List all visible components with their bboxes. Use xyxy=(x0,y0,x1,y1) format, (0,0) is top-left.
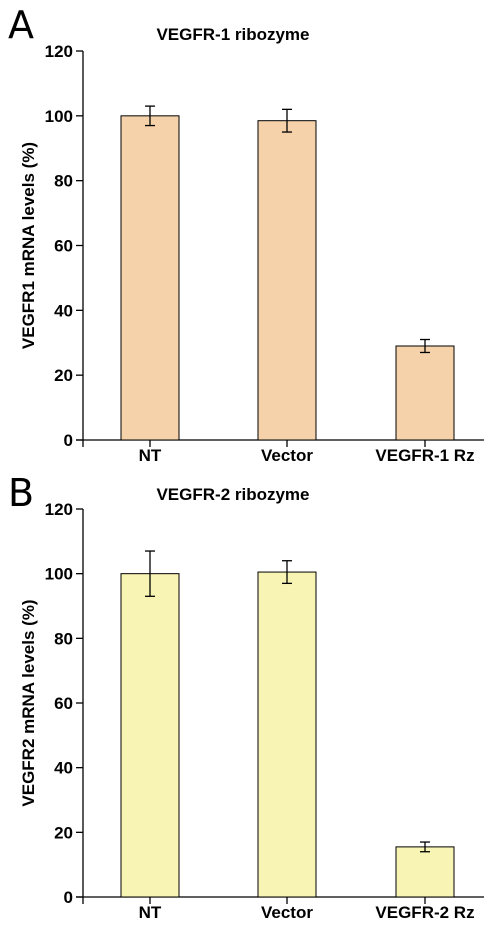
y-tick-label: 100 xyxy=(45,107,73,126)
error-bar xyxy=(282,560,292,585)
category-label: Vector xyxy=(261,903,313,922)
error-bar xyxy=(145,105,155,127)
category-label: Vector xyxy=(261,446,313,465)
category-label: VEGFR-1 Rz xyxy=(375,446,474,465)
bar-nt xyxy=(120,573,180,898)
bar-vector xyxy=(257,571,317,898)
y-axis-title: VEGFR1 mRNA levels (%) xyxy=(19,142,38,349)
error-bar xyxy=(145,550,155,597)
y-tick-label: 0 xyxy=(64,888,73,907)
y-tick-label: 80 xyxy=(54,629,73,648)
chart-panel-a: A VEGFR-1 ribozyme 0 20 40 60 80 100 120 VEGFR1 m… xyxy=(8,3,484,465)
y-tick-label: 40 xyxy=(54,759,73,778)
y-tick-label: 40 xyxy=(54,301,73,320)
bar-nt xyxy=(120,115,180,441)
bar-vegfr-1-rz xyxy=(395,345,455,441)
chart-title: VEGFR-1 ribozyme xyxy=(156,25,309,44)
y-tick-label: 20 xyxy=(54,823,73,842)
y-axis-title: VEGFR2 mRNA levels (%) xyxy=(19,599,38,806)
y-tick-label: 60 xyxy=(54,237,73,256)
y-tick-label: 80 xyxy=(54,172,73,191)
category-label: VEGFR-2 Rz xyxy=(375,903,474,922)
panel-letter: B xyxy=(8,471,34,515)
bar-vector xyxy=(257,120,317,441)
chart-title: VEGFR-2 ribozyme xyxy=(156,485,309,504)
error-bar xyxy=(420,338,430,354)
y-tick-label: 60 xyxy=(54,694,73,713)
panel-letter: A xyxy=(8,3,34,47)
error-bar xyxy=(282,108,292,133)
bar-vegfr-2-rz xyxy=(395,846,455,898)
category-label: NT xyxy=(139,903,162,922)
category-label: NT xyxy=(139,446,162,465)
y-tick-label: 120 xyxy=(45,42,73,61)
error-bar xyxy=(420,841,430,853)
y-tick-label: 100 xyxy=(45,565,73,584)
chart-panel-b: B VEGFR-2 ribozyme 0 20 40 60 80 100 120 VEGFR2 m… xyxy=(8,471,484,922)
y-tick-label: 0 xyxy=(64,431,73,450)
y-tick-label: 20 xyxy=(54,366,73,385)
y-tick-label: 120 xyxy=(45,500,73,519)
